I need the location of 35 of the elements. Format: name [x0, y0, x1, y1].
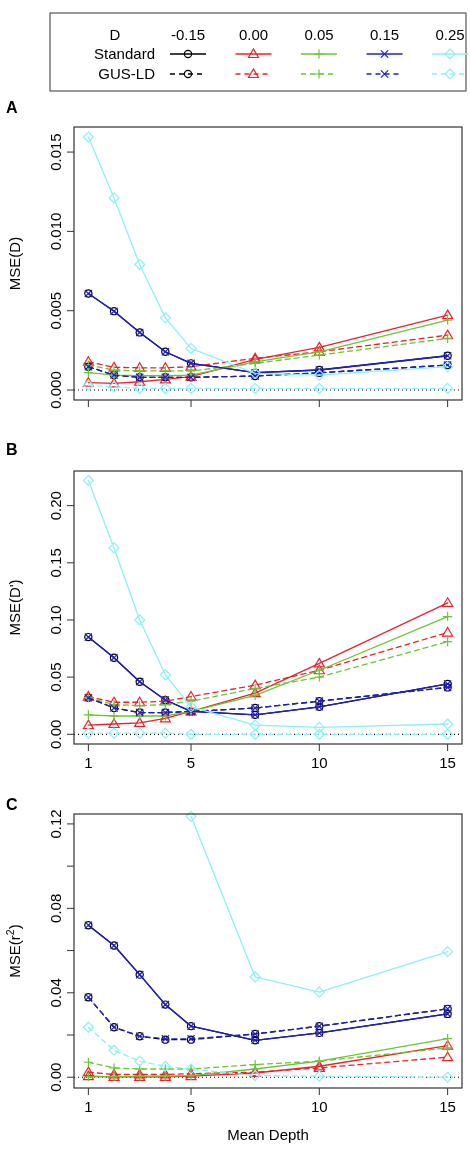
y-tick-label: 0.000	[47, 371, 64, 409]
y-tick-label: 0.20	[47, 491, 64, 521]
legend-title: D	[109, 26, 121, 43]
x-tick-label: 1	[84, 1098, 93, 1115]
x-tick-label: 10	[310, 754, 328, 771]
text: -0.15	[170, 26, 206, 43]
text: 0.25	[435, 26, 465, 43]
text: 0.00	[238, 26, 269, 43]
x-tick-label: 15	[439, 1098, 456, 1115]
text: B	[6, 441, 18, 458]
y-tick-label: 0.00	[47, 1062, 64, 1092]
text: 0.05	[304, 26, 334, 43]
y-tick-label: 0.015	[47, 133, 64, 171]
y-tick-label: 0.04	[47, 978, 64, 1008]
y-tick-label: 0.05	[47, 662, 64, 692]
y-tick-label: 0.10	[47, 605, 64, 635]
y-tick-label: 0.12	[47, 809, 64, 839]
y-axis-title: MSE(D)	[6, 236, 23, 291]
text: A	[6, 99, 18, 116]
y-tick-label: 0.00	[47, 719, 64, 749]
x-axis-title: Mean Depth	[227, 1126, 309, 1143]
text: 0.15	[369, 26, 400, 43]
y-tick-label: 0.15	[47, 548, 64, 578]
x-tick-label: 1	[84, 754, 93, 771]
x-tick-label: 5	[186, 1098, 196, 1115]
legend-label: GUS-LD	[98, 65, 156, 82]
x-tick-label: 15	[439, 754, 456, 771]
y-tick-label: 0.08	[47, 893, 64, 923]
x-tick-label: 5	[186, 754, 196, 771]
x-tick-label: 10	[310, 1098, 328, 1115]
y-tick-label: 0.005	[47, 291, 64, 330]
legend-label: Standard	[94, 45, 155, 62]
y-tick-label: 0.010	[47, 212, 64, 251]
text: C	[6, 796, 18, 813]
y-axis-title: MSE(D')	[6, 579, 23, 636]
